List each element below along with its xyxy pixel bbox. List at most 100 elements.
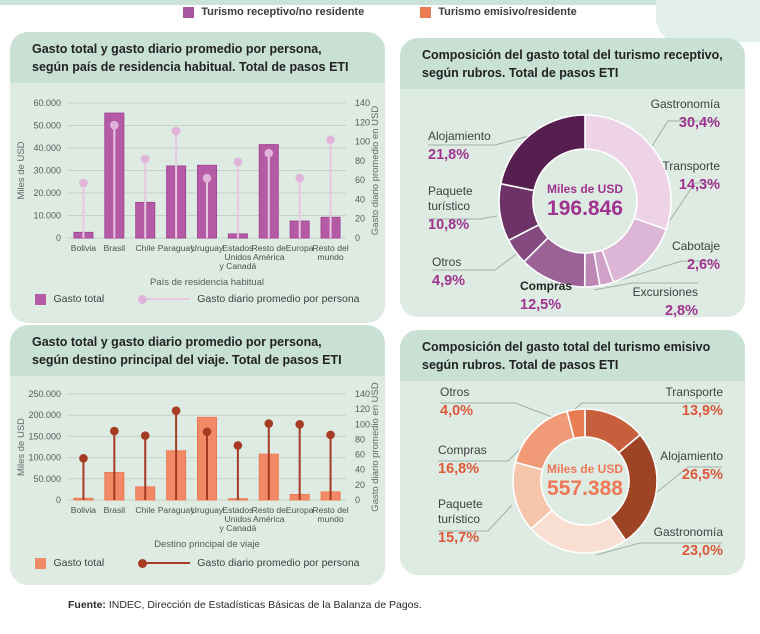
donut-center-value: 557.388 [547,477,623,500]
donut-center-label: Miles de USD [546,182,624,196]
connector-alojamiento [655,466,722,494]
slice-label-transporte: Transporte 13,9% [665,385,723,419]
left-tick-label: 100.000 [28,453,61,463]
category-label: Bolivia [71,243,97,253]
category-label: Unidos [225,252,252,262]
category-label: Resto del [312,243,348,253]
left-axis-title: Miles de USD [16,141,27,199]
legend-swatch-emisivo [420,6,432,18]
lollipop-dot [140,154,150,164]
right-tick-label: 80 [355,156,365,166]
lollipop-dot [110,426,119,436]
panel-title: Composición del gasto total del turismo … [400,38,745,89]
lollipop-dot [326,430,335,440]
category-label: Brasil [104,505,126,515]
category-label: Paraguay [158,243,195,253]
category-label: Bolivia [71,505,97,515]
category-label: Unidos [225,514,252,524]
chart-legend-line-label: Gasto diario promedio por persona [197,293,360,305]
category-label: Estados [222,243,253,253]
right-tick-label: 0 [355,233,360,243]
connector-paquete [428,215,498,220]
lollipop-dot [233,157,243,167]
chart-legend: Gasto total Gasto diario promedio por pe… [10,557,385,569]
source-note: Fuente: INDEC, Dirección de Estadísticas… [68,599,422,611]
lollipop-glyph [138,294,191,304]
slice-label-gastronomia: Gastronomía 23,0% [653,525,723,559]
lollipop-dot [264,419,274,428]
lollipop-dot [264,148,274,158]
right-tick-label: 100 [355,137,370,147]
slice-label-otros: Otros 4,9% [432,255,466,289]
lollipop-dot [79,454,88,463]
connector-paquete [438,504,513,532]
top-decorative-strip [0,0,760,5]
chart-legend-bar-label: Gasto total [53,557,105,569]
panel-title-line2: según rubros. Total de pasos ETI [422,357,619,372]
right-tick-label: 60 [355,450,365,460]
legend-label-emisivo: Turismo emisivo/residente [438,6,577,18]
right-axis-title: Gasto diario promedio en USD [370,382,381,512]
panel-title-line1: Gasto total y gasto diario promedio por … [32,335,322,349]
right-tick-label: 140 [355,389,370,399]
connector-gastronomia [644,120,718,158]
donut-slice-Gastronomía [584,114,672,231]
right-axis-title: Gasto diario promedio en USD [370,106,381,236]
donut-center-label: Miles de USD [546,462,624,476]
right-tick-label: 0 [355,495,360,505]
chart-legend-bar-label: Gasto total [53,293,105,305]
left-tick-label: 50.000 [33,121,61,131]
panel-emisivo-donut: Composición del gasto total del turismo … [400,330,745,575]
panel-receptivo-bar: Gasto total y gasto diario promedio por … [10,32,385,323]
left-tick-label: 50.000 [33,474,61,484]
donut-center: Miles de USD 196.846 [515,182,655,221]
donut-center-value: 196.846 [547,197,623,220]
panel-receptivo-donut: Composición del gasto total del turismo … [400,38,745,319]
category-label: América [253,514,285,524]
category-label: Resto de [252,243,287,253]
connector-otros [432,252,519,271]
category-label: Europa [286,505,314,515]
donut-slice-Transporte [601,217,668,284]
legend-item-receptivo: Turismo receptivo/no residente [183,6,364,18]
right-tick-label: 40 [355,465,365,475]
right-tick-label: 120 [355,117,370,127]
lollipop-dot [326,135,335,144]
slice-label-alojamiento: Alojamiento 26,5% [660,449,723,483]
category-label: Uruguay [191,505,224,515]
slice-label-gastronomia: Gastronomía 30,4% [650,97,720,131]
category-label: Resto del [312,505,348,515]
x-axis-title: Destino principal de viaje [154,539,260,550]
category-label: y Canadá [219,523,256,533]
left-axis-title: Miles de USD [16,418,27,476]
donut-center: Miles de USD 557.388 [515,462,655,501]
category-label: mundo [317,514,343,524]
source-note-text: INDEC, Dirección de Estadísticas Básicas… [105,599,422,611]
lollipop-dot [233,441,243,450]
connector-otros [440,402,561,421]
left-tick-label: 40.000 [33,143,61,153]
right-tick-label: 20 [355,214,365,224]
connector-gastronomia [595,542,722,556]
donut-chart-emisivo [438,402,722,556]
lollipop-dot [110,120,119,130]
lollipop-dot [171,126,181,136]
bar-chart-emisivo: 250.000 200.000 150.000 100.000 50.000 0 140 12… [16,382,381,550]
category-label: y Canadá [219,261,256,271]
panel-title: Composición del gasto total del turismo … [400,330,745,381]
lollipop-dot [202,427,212,437]
right-tick-label: 140 [355,98,370,108]
category-label: Chile [135,505,155,515]
slice-label-paquete-turistico: Paquete turístico 15,7% [438,497,483,546]
right-tick-label: 60 [355,175,365,185]
left-tick-label: 250.000 [28,389,61,399]
chart-legend-line: Gasto diario promedio por persona [138,557,360,569]
source-note-prefix: Fuente: [68,599,106,611]
right-tick-label: 100 [355,419,370,429]
category-label: Estados [222,505,253,515]
legend-item-emisivo: Turismo emisivo/residente [420,6,577,18]
left-tick-label: 0 [56,233,61,243]
lollipop-dot [202,173,212,183]
category-label: mundo [317,252,343,262]
left-tick-label: 0 [56,495,61,505]
